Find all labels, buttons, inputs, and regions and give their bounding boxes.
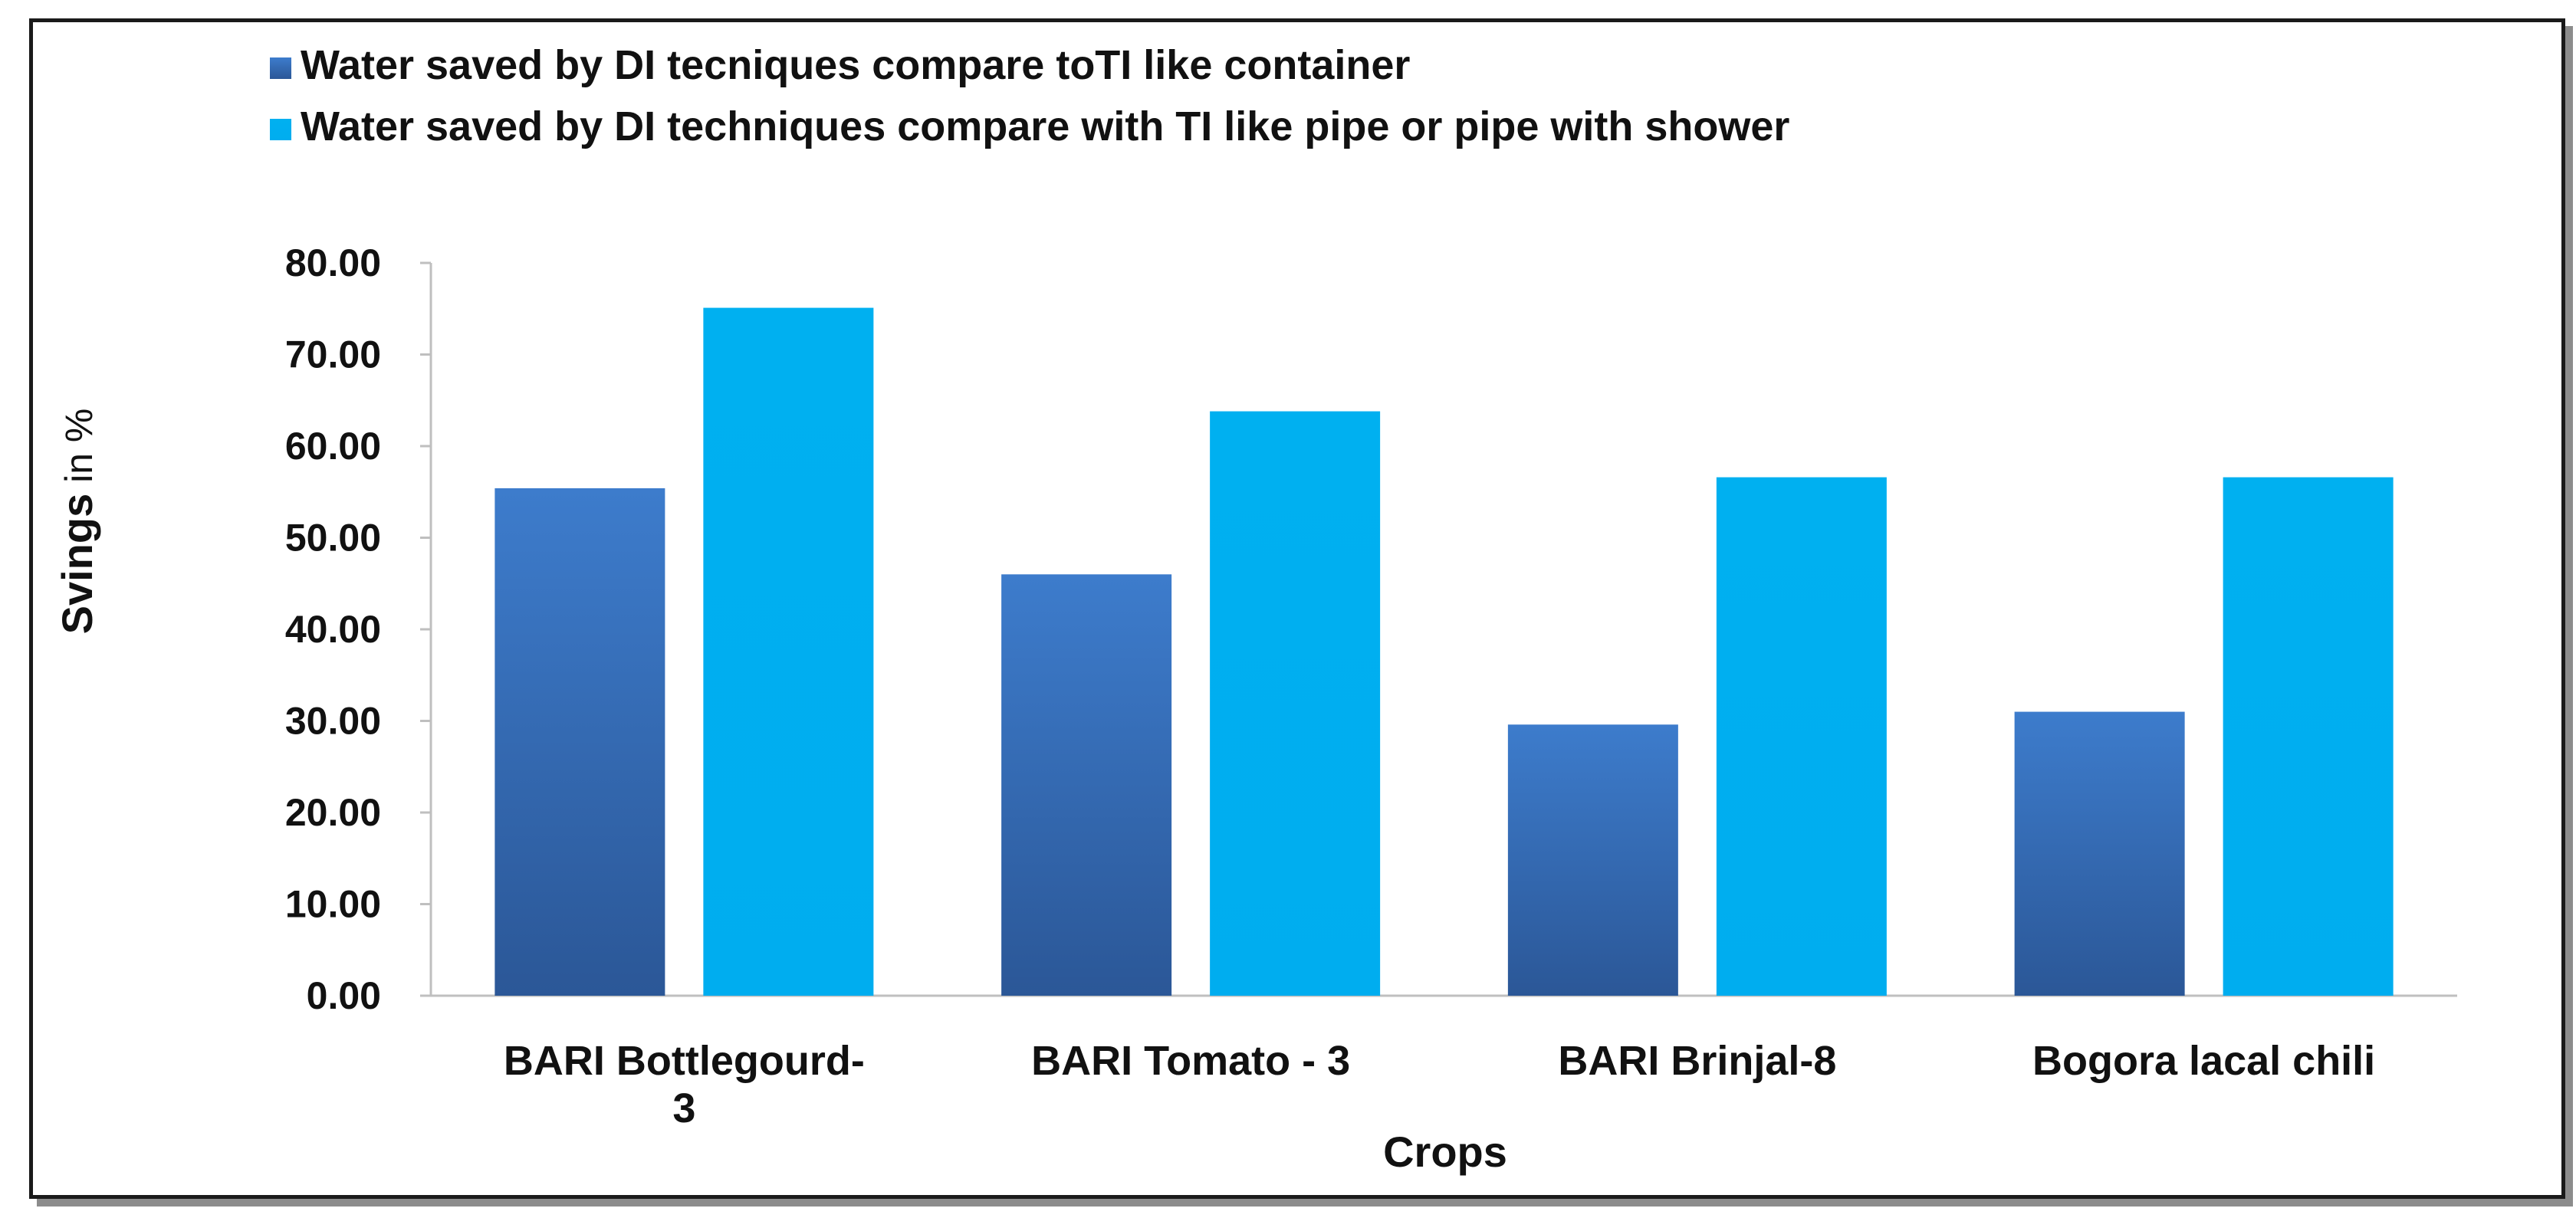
legend-swatch-series-1 xyxy=(270,57,291,79)
bars xyxy=(495,307,2394,996)
x-category-label-line: BARI Tomato - 3 xyxy=(1031,1038,1350,1084)
bar-series-2-category-2 xyxy=(1210,411,1381,996)
x-category-label: Bogora lacal chili xyxy=(2032,1038,2375,1084)
x-category-label: BARI Tomato - 3 xyxy=(1031,1038,1350,1084)
y-axis-title: Svings in % xyxy=(53,409,101,635)
category-labels: BARI Bottlegourd-3 BARI Tomato - 3 BARI Br… xyxy=(504,1038,2375,1131)
y-tick-label: 80.00 xyxy=(285,241,381,284)
y-axis-title-unit: in % xyxy=(58,409,100,494)
bar-series-1-category-4 xyxy=(2014,711,2185,996)
y-axis: 0.00 10.00 20.00 30.00 40.00 50.00 60.00 70.00 8… xyxy=(285,241,432,1017)
x-category-label-line: BARI Brinjal-8 xyxy=(1558,1038,1836,1084)
bar-series-2-category-3 xyxy=(1716,477,1887,996)
x-axis-title: Crops xyxy=(1383,1128,1507,1176)
y-tick-label: 10.00 xyxy=(285,883,381,926)
legend-label-series-2: Water saved by DI techniques compare wit… xyxy=(301,103,1789,149)
y-tick-label: 0.00 xyxy=(307,974,381,1017)
x-category-label: BARI Brinjal-8 xyxy=(1558,1038,1836,1084)
y-tick-label: 20.00 xyxy=(285,791,381,834)
bar-series-2-category-1 xyxy=(703,307,874,996)
y-axis-title-main: Svings xyxy=(53,494,101,635)
bar-series-2-category-4 xyxy=(2223,477,2394,996)
x-category-label: BARI Bottlegourd-3 xyxy=(504,1038,865,1131)
legend-label-series-1: Water saved by DI tecniques compare toTI… xyxy=(301,42,1410,88)
legend: Water saved by DI tecniques compare toTI… xyxy=(270,42,1789,149)
x-category-label-line: BARI Bottlegourd- xyxy=(504,1038,865,1084)
legend-swatch-series-2 xyxy=(270,119,291,140)
y-tick-label: 40.00 xyxy=(285,608,381,651)
x-category-label-line: Bogora lacal chili xyxy=(2032,1038,2375,1084)
bar-series-1-category-3 xyxy=(1507,724,1678,996)
x-category-label-line: 3 xyxy=(672,1085,695,1131)
y-tick-label: 50.00 xyxy=(285,517,381,560)
y-tick-label: 70.00 xyxy=(285,333,381,376)
y-tick-label: 60.00 xyxy=(285,425,381,468)
bar-series-1-category-2 xyxy=(1001,574,1172,996)
y-tick-label: 30.00 xyxy=(285,700,381,743)
bar-series-1-category-1 xyxy=(495,488,665,996)
